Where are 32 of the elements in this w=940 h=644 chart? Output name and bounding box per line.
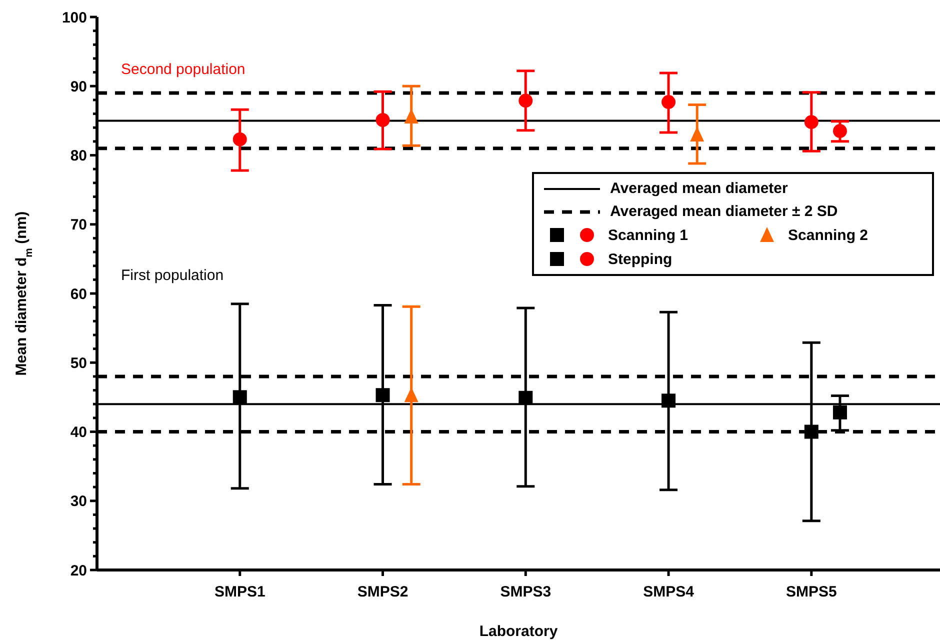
legend-label: Scanning 2 <box>788 226 868 244</box>
x-tick-label: SMPS2 <box>357 584 408 601</box>
x-axis-title: Laboratory <box>479 623 558 640</box>
point <box>804 424 818 439</box>
x-tick-label: SMPS3 <box>500 584 552 601</box>
point <box>518 94 533 108</box>
y-tick-label: 50 <box>70 354 87 372</box>
y-tick-label: 80 <box>70 148 87 164</box>
y-tick-label: 30 <box>70 493 87 510</box>
point <box>376 388 390 402</box>
annotation: Second population <box>121 61 246 78</box>
annotation: First population <box>121 267 224 284</box>
y-tick-label: 40 <box>70 424 87 441</box>
point <box>232 390 247 404</box>
x-tick-label: SMPS1 <box>214 584 266 601</box>
legend-label: Scanning 1 <box>608 226 688 244</box>
y-tick-label: 90 <box>70 78 87 96</box>
legend-label: Stepping <box>608 250 672 268</box>
y-tick-label: 60 <box>70 286 87 303</box>
point <box>232 132 247 146</box>
point <box>662 95 676 110</box>
y-tick-label: 20 <box>70 562 87 580</box>
point <box>662 394 676 408</box>
y-tick-label: 70 <box>70 216 87 234</box>
legend-label: Averaged mean diameter ± 2 SD <box>610 203 838 220</box>
point <box>518 390 533 405</box>
x-tick-label: SMPS4 <box>643 584 695 601</box>
point <box>804 115 818 130</box>
legend-label: Averaged mean diameter <box>610 180 788 197</box>
x-tick-label: SMPS5 <box>786 584 837 601</box>
y-tick-label: 100 <box>62 9 87 26</box>
point <box>376 112 390 127</box>
